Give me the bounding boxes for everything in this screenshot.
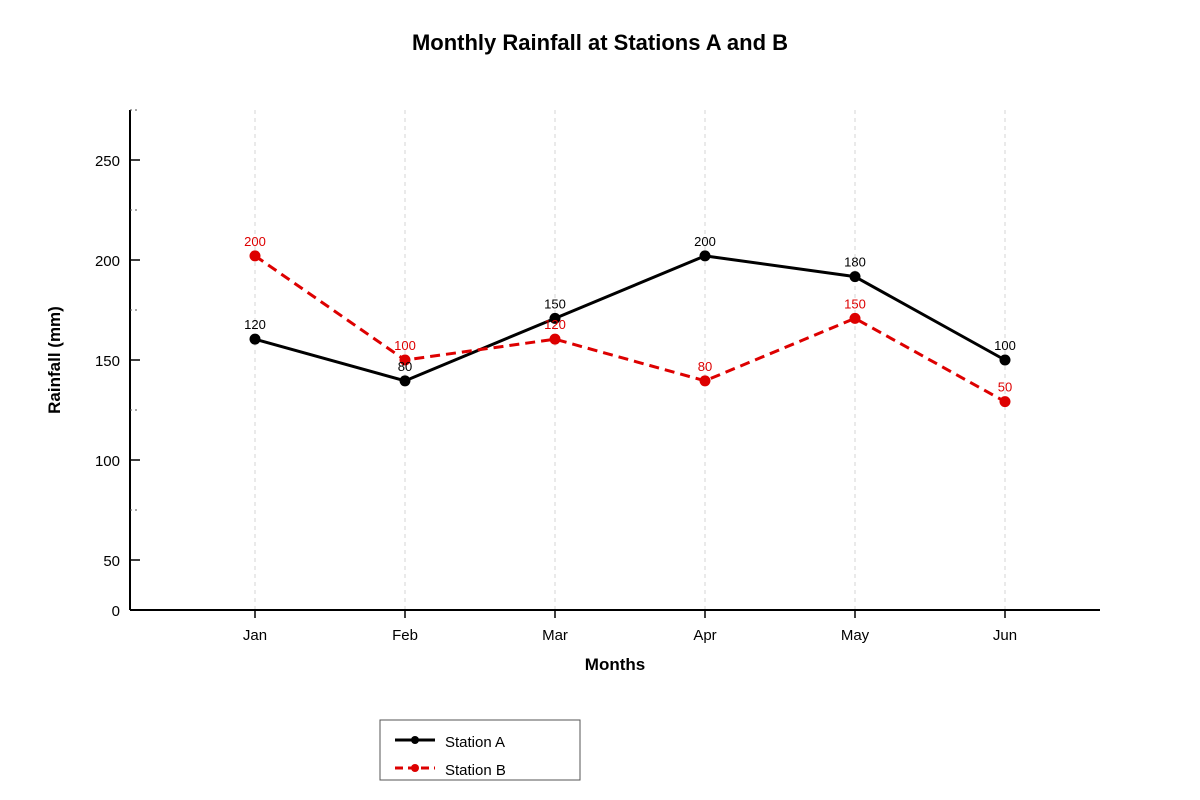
series-line-station-b — [254, 254, 1006, 403]
point-station-b-may — [849, 312, 861, 324]
x-tick-label: Jun — [993, 627, 1017, 644]
point-station-b-mar — [549, 333, 561, 345]
legend: Station A Station B — [379, 719, 581, 781]
point-station-b-jan — [249, 250, 261, 262]
point-station-a-jun — [999, 354, 1011, 366]
y-tick-label: 250 — [95, 153, 120, 170]
series-line-station-a — [254, 254, 1006, 383]
data-label-station-a-may: 180 — [844, 255, 866, 270]
chart-title: Monthly Rainfall at Stations A and B — [412, 30, 788, 55]
data-label-station-b-may: 150 — [844, 296, 866, 311]
legend-marker-station-a — [411, 736, 419, 744]
data-label-station-a-jun: 100 — [994, 338, 1016, 353]
x-tick-label: Mar — [542, 627, 568, 644]
axes-layer: 0 50 100 150 200 250 Jan Feb Mar Apr May Jun — [95, 109, 1100, 644]
y-tick-label: 50 — [103, 553, 120, 570]
y-tick-label: 100 — [95, 453, 120, 470]
data-label-station-b-jun: 50 — [998, 380, 1012, 395]
legend-label-station-a: Station A — [445, 734, 505, 751]
y-tick-label: 0 — [112, 603, 120, 620]
legend-item-station-a: Station A — [395, 734, 505, 751]
x-tick-label: Jan — [243, 627, 267, 644]
point-station-b-jun — [999, 396, 1011, 408]
data-label-station-b-jan: 200 — [244, 234, 266, 249]
x-tick-label: Feb — [392, 627, 418, 644]
legend-label-station-b: Station B — [445, 762, 506, 779]
point-station-a-feb — [399, 375, 411, 387]
data-label-station-b-mar: 120 — [544, 317, 566, 332]
y-axis-title: Rainfall (mm) — [45, 306, 64, 414]
data-label-station-a-feb: 80 — [398, 359, 412, 374]
point-station-a-mar — [549, 312, 561, 324]
point-station-a-jan — [249, 333, 261, 345]
data-label-station-b-apr: 80 — [698, 359, 712, 374]
grid-layer — [254, 110, 1006, 610]
data-label-station-a-apr: 200 — [694, 234, 716, 249]
data-label-station-a-mar: 150 — [544, 296, 566, 311]
data-label-station-a-jan: 120 — [244, 317, 266, 332]
y-tick-label: 200 — [95, 253, 120, 270]
point-station-b-apr — [699, 375, 711, 387]
series-layer — [249, 250, 1011, 408]
y-tick-label: 150 — [95, 353, 120, 370]
point-station-a-may — [849, 271, 861, 283]
point-station-b-feb — [399, 354, 411, 366]
legend-marker-station-b — [411, 764, 419, 772]
point-station-a-apr — [699, 250, 711, 262]
x-tick-label: Apr — [693, 627, 716, 644]
legend-item-station-b: Station B — [395, 762, 506, 779]
x-axis-title: Months — [585, 655, 645, 674]
data-label-station-b-feb: 100 — [394, 338, 416, 353]
data-labels-layer: 120 80 150 200 180 100 200 100 120 80 150 50 — [244, 234, 1016, 395]
x-tick-label: May — [841, 627, 870, 644]
